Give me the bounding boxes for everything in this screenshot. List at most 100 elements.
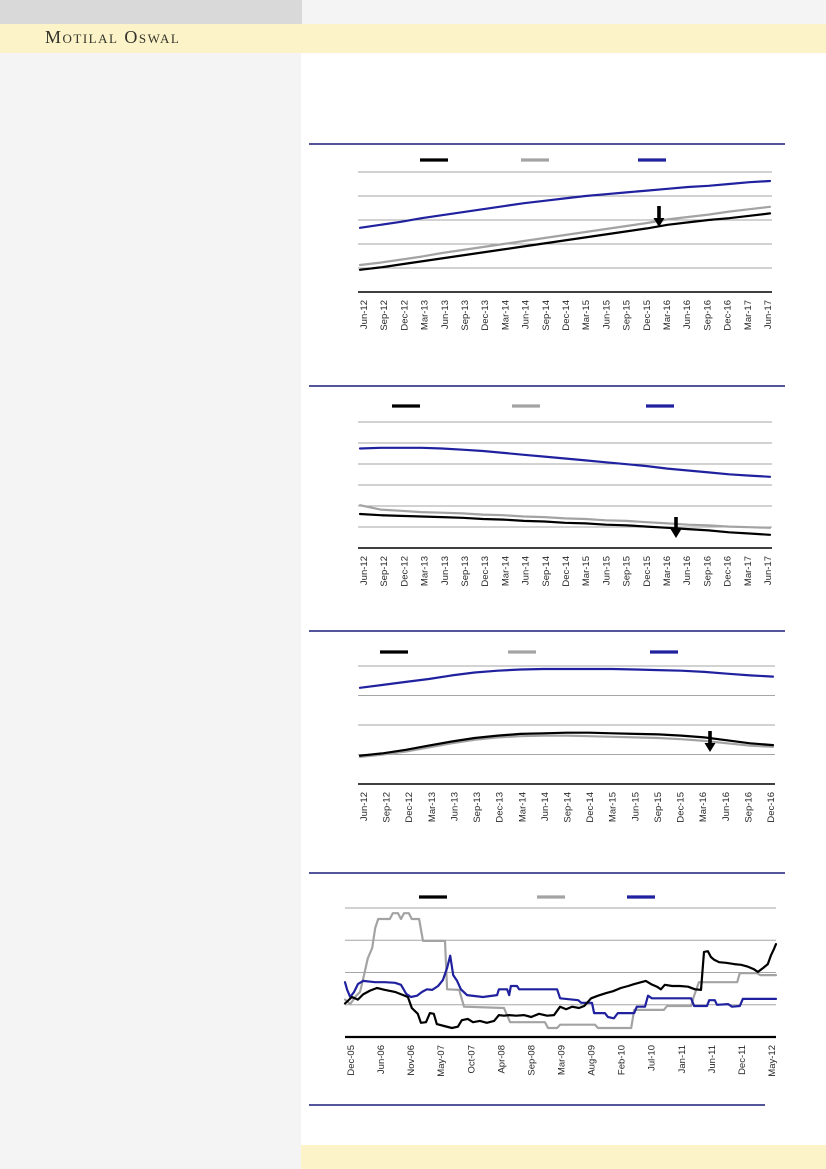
x-tick-label: Mar-16 <box>662 556 673 586</box>
x-tick-label: Dec-15 <box>676 792 687 823</box>
x-tick-label: Sep-12 <box>382 792 393 823</box>
gridlines <box>358 665 775 755</box>
x-tick-label: Jun-16 <box>682 300 693 329</box>
x-tick-label: Jun-12 <box>359 556 370 585</box>
x-tick-label: Jun-15 <box>601 300 612 329</box>
x-tick-label: Dec-14 <box>561 300 572 331</box>
x-tick-label: Dec-13 <box>480 300 491 331</box>
down-arrow-annotation <box>704 731 716 752</box>
series-black-line <box>343 942 778 1030</box>
x-tick-label: Mar-15 <box>581 300 592 330</box>
left-margin-panel <box>0 53 301 1169</box>
x-tick-label: Mar-14 <box>500 556 511 586</box>
x-tick-label: Sep-15 <box>653 792 664 823</box>
x-tick-label: Mar-15 <box>581 556 592 586</box>
x-axis-tick-labels: Jun-12 Sep-12 Dec-12 Mar-13 Jun-13 Sep-13 Dec-… <box>359 792 777 823</box>
x-tick-label: Dec-12 <box>399 556 410 587</box>
x-tick-label: Mar-13 <box>427 792 438 822</box>
x-tick-label: Dec-13 <box>480 556 491 587</box>
x-tick-label: Sep-14 <box>541 556 552 587</box>
x-tick-label: Dec-12 <box>404 792 415 823</box>
x-tick-label: Dec-16 <box>723 300 734 331</box>
series-gray-line <box>358 734 775 759</box>
footer-divider <box>309 1104 765 1106</box>
x-tick-label: Mar-16 <box>662 300 673 330</box>
x-tick-label: Dec-14 <box>561 556 572 587</box>
x-tick-label: Jun-16 <box>682 556 693 585</box>
x-tick-label: Dec-05 <box>346 1045 357 1076</box>
series-black-line <box>358 512 772 536</box>
x-tick-label: Jan-11 <box>677 1045 688 1073</box>
x-tick-label: Oct-07 <box>466 1045 477 1074</box>
line-chart-3: Jun-12 Sep-12 Dec-12 Mar-13 Jun-13 Sep-13 Dec-… <box>309 630 785 823</box>
x-tick-label: Sep-16 <box>743 792 754 823</box>
header-gray-block <box>0 0 302 24</box>
x-tick-label: May-12 <box>767 1045 778 1077</box>
x-tick-label: Sep-16 <box>702 556 713 587</box>
x-tick-label: Sep-13 <box>460 556 471 587</box>
x-tick-label: May-07 <box>436 1045 447 1077</box>
line-chart-2: Jun-12 Sep-12 Dec-12 Mar-13 Jun-13 Sep-13 Dec-… <box>309 385 785 587</box>
x-tick-label: Mar-15 <box>608 792 619 822</box>
line-chart-1: Jun-12 Sep-12 Dec-12 Mar-13 Jun-13 Sep-13 Dec-… <box>309 143 785 331</box>
x-tick-label: Sep-14 <box>563 792 574 823</box>
x-tick-label: Mar-14 <box>517 792 528 822</box>
line-chart-4: Dec-05 Jun-06 Nov-06 May-07 Oct-07 Apr-08 Sep-… <box>309 872 785 1077</box>
x-axis-tick-labels: Jun-12 Sep-12 Dec-12 Mar-13 Jun-13 Sep-13 Dec-… <box>359 300 774 331</box>
down-arrow-annotation <box>670 517 682 538</box>
x-tick-label: Jun-14 <box>521 300 532 329</box>
x-tick-label: Apr-08 <box>496 1045 507 1074</box>
series-gray-line <box>343 912 778 1030</box>
x-tick-label: Sep-12 <box>379 556 390 587</box>
x-tick-label: Jun-17 <box>763 300 774 329</box>
x-tick-label: Mar-17 <box>743 556 754 586</box>
x-tick-label: Jun-16 <box>721 792 732 821</box>
x-tick-label: Dec-15 <box>642 300 653 331</box>
x-tick-label: Jun-13 <box>449 792 460 821</box>
x-tick-label: Jun-13 <box>440 556 451 585</box>
x-tick-label: Dec-13 <box>495 792 506 823</box>
footer-yellow-band <box>301 1145 826 1169</box>
x-tick-label: Nov-06 <box>406 1045 417 1076</box>
x-tick-label: Mar-14 <box>500 300 511 330</box>
series-gray-line <box>358 504 772 529</box>
x-tick-label: Sep-15 <box>622 300 633 331</box>
brand-logo-text: Motilal Oswal <box>45 27 181 47</box>
x-tick-label: Dec-16 <box>766 792 777 823</box>
x-tick-label: Jun-17 <box>763 556 774 585</box>
series-navy-line <box>343 954 778 1020</box>
x-tick-label: Mar-17 <box>743 300 754 330</box>
brand-band: Motilal Oswal <box>0 24 826 53</box>
x-tick-label: Dec-11 <box>737 1045 748 1075</box>
x-tick-label: Jun-14 <box>521 556 532 585</box>
x-axis-tick-labels: Jun-12 Sep-12 Dec-12 Mar-13 Jun-13 Sep-13 Dec-… <box>359 556 774 587</box>
x-tick-label: Sep-08 <box>526 1045 537 1076</box>
x-tick-label: Sep-16 <box>702 300 713 331</box>
x-tick-label: Mar-16 <box>698 792 709 822</box>
x-tick-label: Sep-13 <box>472 792 483 823</box>
x-tick-label: Jul-10 <box>647 1045 658 1071</box>
x-tick-label: Mar-13 <box>420 300 431 330</box>
x-tick-label: Dec-16 <box>723 556 734 587</box>
x-tick-label: Jun-15 <box>630 792 641 821</box>
x-axis-tick-labels: Dec-05 Jun-06 Nov-06 May-07 Oct-07 Apr-08 Sep-… <box>346 1045 778 1077</box>
down-arrow-annotation <box>653 206 665 227</box>
series-black-line <box>358 731 775 757</box>
header-light-strip <box>302 0 826 24</box>
x-tick-label: Aug-09 <box>587 1045 598 1076</box>
x-tick-label: Jun-15 <box>601 556 612 585</box>
x-tick-label: Jun-11 <box>707 1045 718 1073</box>
x-tick-label: Feb-10 <box>617 1045 628 1075</box>
series-navy-line <box>358 179 772 229</box>
x-tick-label: Dec-14 <box>585 792 596 823</box>
x-tick-label: Mar-13 <box>420 556 431 586</box>
gridlines <box>358 421 772 528</box>
x-tick-label: Jun-12 <box>359 792 370 821</box>
x-tick-label: Jun-14 <box>540 792 551 821</box>
x-tick-label: Sep-13 <box>460 300 471 331</box>
x-tick-label: Mar-09 <box>557 1045 568 1075</box>
x-tick-label: Sep-14 <box>541 300 552 331</box>
x-tick-label: Jun-13 <box>440 300 451 329</box>
x-tick-label: Dec-12 <box>399 300 410 331</box>
